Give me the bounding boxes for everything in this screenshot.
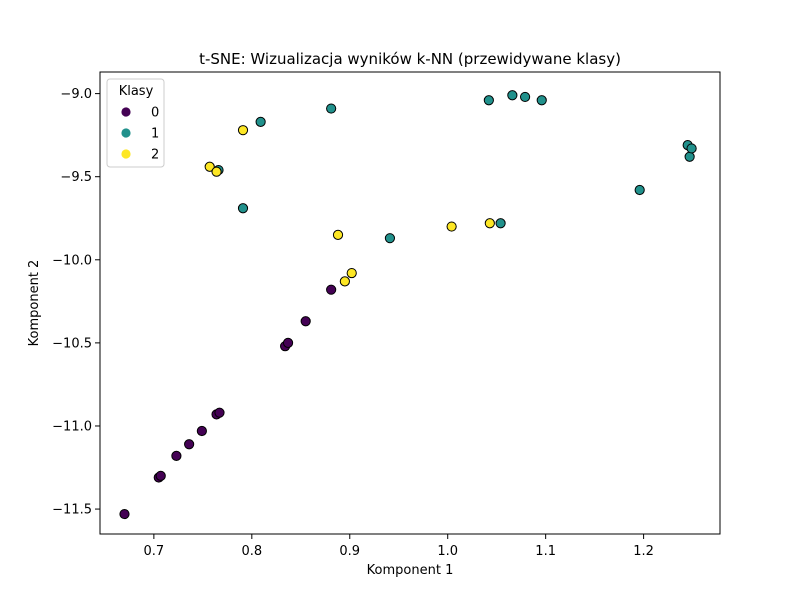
data-point-class-1 xyxy=(483,95,494,106)
legend-marker-1 xyxy=(121,128,131,138)
chart-title: t-SNE: Wizualizacja wyników k-NN (przewi… xyxy=(199,50,621,68)
data-point-class-1 xyxy=(634,184,645,196)
data-point-class-2 xyxy=(237,125,249,136)
data-point-class-1 xyxy=(495,218,506,229)
legend-label: 1 xyxy=(151,127,159,142)
x-axis-ticks: 0.7 0.8 0.9 1.0 1.1 1.2 xyxy=(144,534,654,559)
x-tick-label: 0.7 xyxy=(144,544,165,559)
data-point-class-2 xyxy=(339,276,350,287)
data-point-class-0 xyxy=(171,450,182,461)
legend-label: 0 xyxy=(151,106,159,121)
legend-title: Klasy xyxy=(119,84,154,99)
x-tick-label: 1.2 xyxy=(633,544,654,559)
data-point-class-1 xyxy=(686,143,697,154)
data-point-class-0 xyxy=(326,284,337,295)
data-point-class-1 xyxy=(384,233,396,244)
y-tick-label: −9.5 xyxy=(60,170,92,185)
legend-marker-0 xyxy=(121,107,131,117)
legend-label: 2 xyxy=(151,148,159,163)
data-point-class-1 xyxy=(237,203,249,214)
data-point-class-0 xyxy=(196,425,207,437)
data-point-class-1 xyxy=(684,151,695,162)
plot-area-frame xyxy=(99,71,721,535)
data-point-class-2 xyxy=(211,166,222,177)
data-point-class-2 xyxy=(446,221,457,232)
y-axis-ticks: −9.0 −9.5 −10.0 −10.5 −11.0 −11.5 xyxy=(52,87,100,518)
data-point-class-2 xyxy=(484,218,495,229)
data-point-class-1 xyxy=(507,90,518,101)
x-tick-label: 0.8 xyxy=(241,544,262,559)
data-point-class-1 xyxy=(255,116,266,127)
data-point-class-2 xyxy=(204,161,215,172)
x-tick-label: 1.0 xyxy=(437,544,458,559)
data-point-class-0 xyxy=(184,439,195,450)
y-tick-label: −11.0 xyxy=(52,419,92,434)
y-tick-label: −11.5 xyxy=(52,503,92,518)
data-point-class-1 xyxy=(536,95,547,106)
x-tick-label: 1.1 xyxy=(535,544,556,559)
x-axis-label: Komponent 1 xyxy=(367,563,454,578)
data-point-class-0 xyxy=(119,508,130,520)
legend-box xyxy=(106,78,165,168)
x-tick-label: 0.9 xyxy=(339,544,360,559)
y-tick-label: −10.5 xyxy=(52,336,92,351)
y-tick-label: −9.0 xyxy=(60,87,92,102)
data-point-class-1 xyxy=(519,91,531,103)
legend: Klasy 0 1 2 xyxy=(106,78,165,168)
legend-marker-2 xyxy=(121,149,131,159)
data-point-class-0 xyxy=(300,316,311,327)
y-axis-label: Komponent 2 xyxy=(27,260,42,347)
y-tick-label: −10.0 xyxy=(52,253,92,268)
data-point-class-2 xyxy=(332,229,344,240)
legend-entries: 0 1 2 xyxy=(121,106,159,163)
data-points xyxy=(119,90,697,520)
data-point-class-2 xyxy=(346,267,357,279)
data-point-class-0 xyxy=(155,470,166,481)
data-point-class-0 xyxy=(282,337,294,348)
data-point-class-0 xyxy=(214,407,225,418)
data-point-class-1 xyxy=(326,103,337,114)
